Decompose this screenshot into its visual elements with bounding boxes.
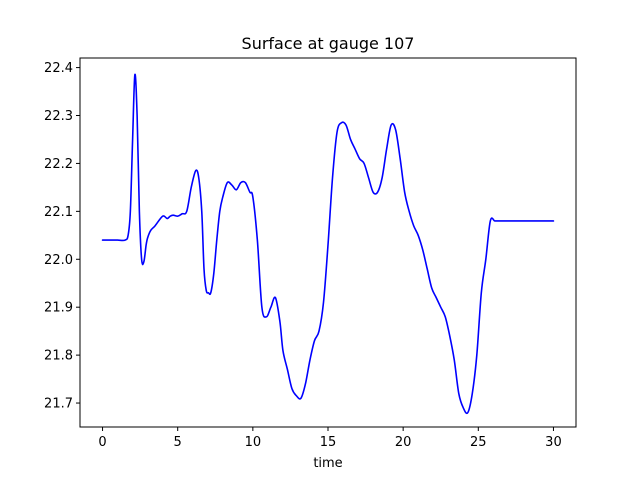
x-tick-label: 20 xyxy=(395,435,412,450)
y-tick-label: 21.7 xyxy=(44,397,73,412)
y-axis: 21.7 21.8 21.9 22.0 22.1 22.2 22.3 22.4 xyxy=(44,61,80,412)
series-line-0 xyxy=(101,73,555,415)
x-tick-label: 0 xyxy=(98,435,106,450)
y-tick-label: 22.3 xyxy=(44,109,73,124)
y-tick-label: 21.9 xyxy=(44,301,73,316)
y-tick-label: 22.1 xyxy=(44,205,73,220)
x-tick-label: 5 xyxy=(174,435,182,450)
x-axis-label: time xyxy=(313,456,342,471)
plot-area xyxy=(101,73,555,415)
y-tick-label: 21.8 xyxy=(44,349,73,364)
y-tick-label: 22.4 xyxy=(44,61,73,76)
y-tick-label: 22.0 xyxy=(44,253,73,268)
x-tick-label: 15 xyxy=(320,435,337,450)
y-tick-label: 22.2 xyxy=(44,157,73,172)
chart-title: Surface at gauge 107 xyxy=(242,34,415,53)
x-tick-label: 10 xyxy=(245,435,262,450)
x-tick-label: 30 xyxy=(545,435,562,450)
x-tick-label: 25 xyxy=(470,435,487,450)
x-axis: 0 5 10 15 20 25 30 xyxy=(98,427,562,450)
